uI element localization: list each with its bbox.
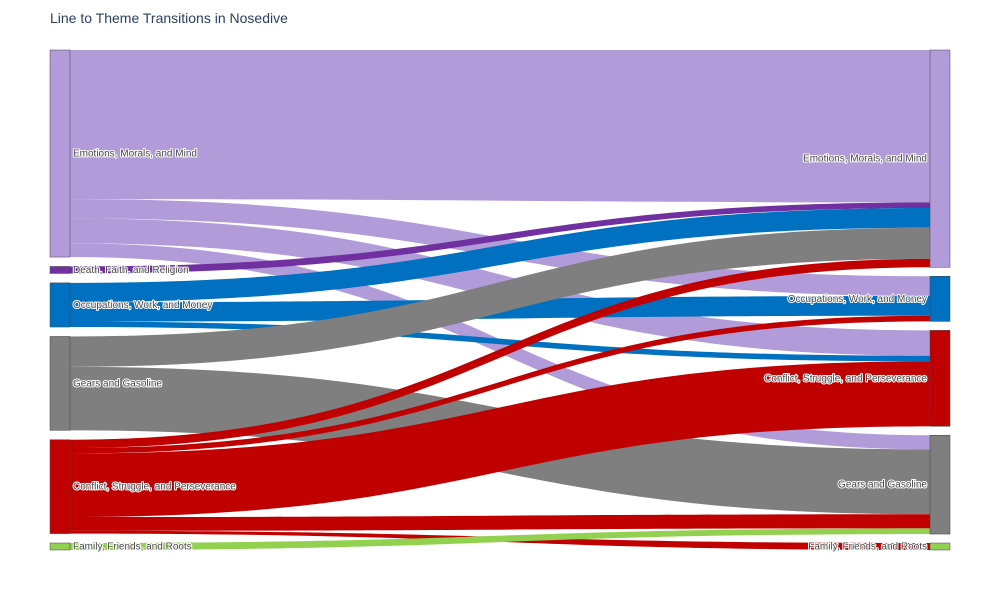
sankey-link-conflict-to-occupations[interactable] [70,315,930,454]
sankey-node-t_conflict[interactable] [929,330,951,427]
sankey-label-s_conflict: Conflict, Struggle, and Perseverance [73,482,236,493]
sankey-node-s_family[interactable] [49,542,71,551]
sankey-node-s_conflict[interactable] [49,439,71,534]
sankey-label-t_gears: Gears and Gasoline [838,480,927,491]
sankey-node-t_family[interactable] [929,542,951,551]
sankey-node-s_emotions[interactable] [49,49,71,258]
sankey-label-s_death: Death, Faith, and Religion [73,265,189,276]
sankey-node-s_gears[interactable] [49,336,71,431]
sankey-label-t_family: Family, Friends, and Roots [808,542,927,553]
sankey-node-t_gears[interactable] [929,435,951,535]
sankey-label-s_emotions: Emotions, Morals, and Mind [73,149,197,160]
sankey-link-conflict-to-conflict[interactable] [70,361,930,518]
sankey-links [70,50,930,550]
sankey-label-t_occupations: Occupations, Work, and Money [788,294,927,305]
sankey-link-conflict-to-gears[interactable] [70,514,930,531]
sankey-label-s_gears: Gears and Gasoline [73,378,162,389]
sankey-node-s_occupations[interactable] [49,282,71,328]
sankey-link-emotions-to-emotions[interactable] [70,50,930,203]
sankey-nodes [49,49,951,551]
sankey-label-s_family: Family, Friends, and Roots [73,542,192,553]
sankey-labels: Emotions, Morals, and Mind Death, Faith, … [72,148,928,554]
sankey-node-s_death[interactable] [49,266,71,274]
sankey-link-occupations-to-conflict[interactable] [70,321,930,362]
sankey-link-conflict-to-emotions[interactable] [70,258,930,449]
sankey-label-t_conflict: Conflict, Struggle, and Perseverance [764,373,927,384]
sankey-link-emotions-to-gears[interactable] [70,243,930,450]
sankey-node-t_occupations[interactable] [929,276,951,322]
sankey-link-death-to-emotions[interactable] [70,202,930,274]
sankey-node-t_emotions[interactable] [929,49,951,268]
sankey-label-t_emotions: Emotions, Morals, and Mind [803,154,927,165]
sankey-label-s_occupations: Occupations, Work, and Money [73,300,212,311]
sankey-link-family-to-gears[interactable] [70,528,930,550]
sankey-link-gears-to-emotions[interactable] [70,227,930,367]
chart-title: Line to Theme Transitions in Nosedive [50,10,288,26]
sankey-link-occupations-to-emotions[interactable] [70,208,930,303]
